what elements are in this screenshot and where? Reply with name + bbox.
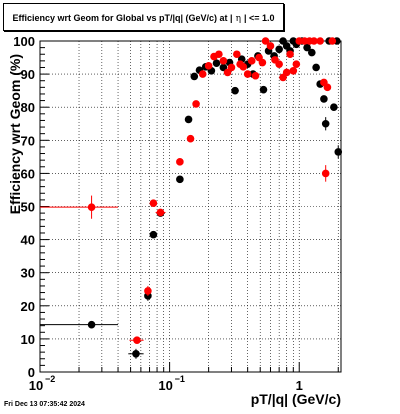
- data-point: [190, 72, 199, 81]
- x-tick-label: 1: [296, 378, 303, 393]
- data-point: [219, 57, 228, 65]
- timestamp: Fri Dec 13 07:35:42 2024: [4, 401, 85, 408]
- y-tick-label: 100: [13, 34, 35, 49]
- y-tick-label: 60: [21, 166, 35, 181]
- chart-title-suffix: | <= 1.0: [243, 13, 275, 23]
- data-point: [321, 169, 330, 178]
- data-point: [323, 83, 332, 92]
- data-point: [303, 43, 311, 52]
- data-point: [289, 66, 298, 75]
- data-point: [239, 63, 248, 71]
- data-point: [307, 48, 316, 57]
- data-point: [149, 230, 158, 239]
- data-point: [87, 320, 96, 329]
- x-tick-exponent: −2: [45, 374, 55, 384]
- eta-symbol: η: [235, 14, 241, 24]
- data-point: [156, 208, 165, 217]
- data-point: [292, 60, 301, 68]
- y-tick-label: 50: [21, 200, 35, 215]
- data-point: [247, 57, 256, 65]
- chart-title-box: Efficiency wrt Geom for Global vs pT/|q|…: [3, 3, 284, 31]
- x-tick-label: 10: [29, 378, 43, 393]
- data-point: [275, 45, 283, 54]
- y-tick-label: 0: [28, 365, 35, 380]
- data-point: [198, 70, 207, 78]
- data-point: [227, 63, 236, 72]
- data-point: [330, 103, 338, 111]
- data-point: [215, 50, 223, 59]
- data-point: [259, 85, 268, 94]
- chart-title-prefix: Efficiency wrt Geom for Global vs pT/|q|…: [12, 13, 233, 23]
- data-point: [312, 63, 320, 72]
- red-series: [40, 37, 337, 345]
- x-tick-exponent: −1: [175, 374, 185, 384]
- data-point: [261, 37, 270, 45]
- data-point: [328, 37, 337, 45]
- data-point: [176, 175, 184, 184]
- chart-title: Efficiency wrt Geom for Global vs pT/|q|…: [4, 4, 283, 33]
- data-point: [219, 63, 228, 72]
- data-point: [243, 70, 252, 78]
- x-axis-label: pT/|q| (GeV/c): [251, 391, 341, 407]
- data-point: [133, 336, 141, 345]
- y-tick-label: 70: [21, 133, 35, 148]
- data-point: [144, 287, 152, 295]
- data-point: [176, 158, 184, 166]
- data-point: [258, 58, 267, 67]
- data-point: [204, 62, 213, 70]
- data-point: [316, 37, 324, 45]
- data-point: [233, 50, 241, 59]
- data-point: [275, 60, 283, 68]
- black-series: [40, 37, 343, 359]
- y-tick-label: 10: [21, 332, 35, 347]
- data-point: [212, 59, 221, 67]
- data-point: [282, 68, 291, 77]
- data-point: [295, 37, 304, 45]
- y-tick-label: 30: [21, 266, 35, 281]
- y-tick-label: 20: [21, 299, 35, 314]
- data-series: [40, 37, 343, 359]
- data-point: [321, 119, 330, 128]
- y-tick-label: 80: [21, 100, 35, 115]
- y-tick-label: 90: [21, 67, 35, 82]
- data-point: [286, 50, 294, 59]
- data-point: [184, 115, 193, 124]
- data-point: [132, 349, 140, 358]
- data-point: [192, 100, 200, 108]
- data-point: [251, 71, 260, 80]
- x-tick-label: 10: [158, 378, 172, 393]
- y-tick-label: 40: [21, 233, 35, 248]
- data-point: [320, 95, 328, 103]
- y-axis-label: Efficiency wrt Geom (%): [7, 54, 23, 214]
- grid: [40, 41, 341, 372]
- data-point: [186, 134, 195, 143]
- data-point: [87, 203, 96, 211]
- data-point: [334, 148, 343, 156]
- data-point: [310, 37, 318, 45]
- data-point: [231, 86, 239, 95]
- data-point: [149, 199, 158, 207]
- data-point: [266, 42, 275, 50]
